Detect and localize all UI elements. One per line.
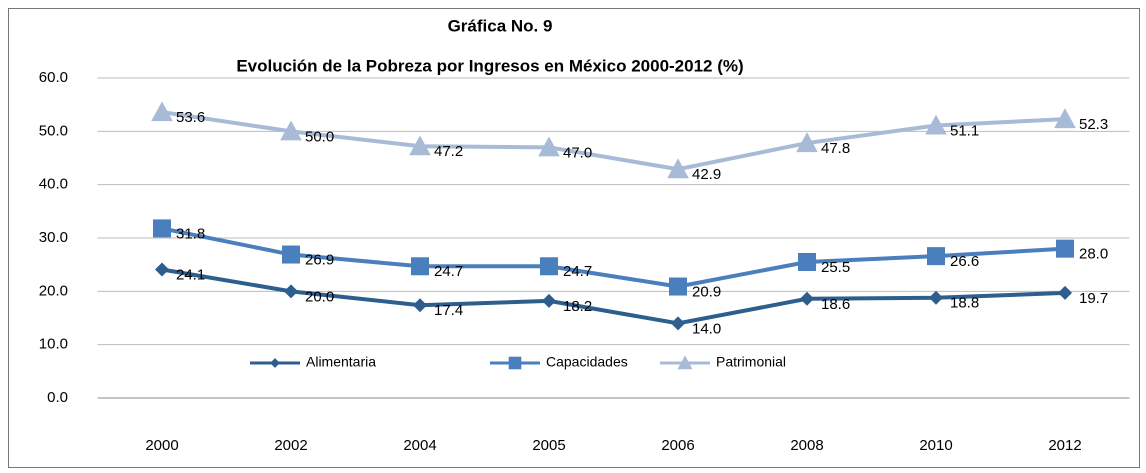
y-tick-label: 50.0 [39, 122, 68, 139]
x-tick-label: 2006 [661, 437, 694, 454]
chart-title: Gráfica No. 9 [448, 16, 553, 35]
data-label: 18.2 [563, 298, 592, 315]
marker [409, 135, 431, 156]
x-tick-label: 2002 [274, 437, 307, 454]
legend-label: Alimentaria [306, 354, 376, 370]
marker [540, 257, 558, 276]
data-label: 50.0 [305, 128, 334, 145]
data-label: 19.7 [1079, 290, 1108, 307]
legend-label: Capacidades [546, 354, 628, 370]
marker [929, 290, 943, 305]
marker [153, 219, 171, 238]
data-label: 17.4 [434, 302, 463, 319]
data-label: 20.0 [305, 288, 334, 305]
data-label: 31.8 [176, 225, 205, 242]
marker [1058, 285, 1072, 300]
marker [282, 245, 300, 264]
marker [270, 358, 280, 368]
data-label: 53.6 [176, 109, 205, 126]
marker [796, 132, 818, 153]
data-label: 26.6 [950, 253, 979, 270]
marker [151, 101, 173, 122]
data-label: 25.5 [821, 259, 850, 276]
series-line [161, 226, 1066, 289]
y-tick-label: 40.0 [39, 176, 68, 193]
marker [508, 356, 522, 370]
y-tick-label: 30.0 [39, 229, 68, 246]
data-label: 28.0 [1079, 246, 1108, 263]
marker [284, 284, 298, 299]
marker [538, 136, 560, 157]
x-tick-label: 2010 [919, 437, 952, 454]
marker [1054, 108, 1076, 129]
y-tick-label: 0.0 [47, 389, 68, 406]
data-label: 18.8 [950, 295, 979, 312]
marker [411, 257, 429, 276]
x-tick-label: 2012 [1048, 437, 1081, 454]
marker [927, 247, 945, 266]
x-tick-label: 2008 [790, 437, 823, 454]
marker [677, 355, 693, 370]
data-label: 18.6 [821, 296, 850, 313]
data-label: 52.3 [1079, 116, 1108, 133]
data-label: 24.1 [176, 266, 205, 283]
marker [669, 277, 687, 296]
data-label: 47.2 [434, 143, 463, 160]
series-line [161, 267, 1066, 326]
data-label: 26.9 [305, 252, 334, 269]
x-tick-label: 2004 [403, 437, 436, 454]
marker [667, 158, 689, 179]
marker [800, 291, 814, 306]
chart-subtitle: Evolución de la Pobreza por Ingresos en … [236, 56, 743, 75]
data-label: 42.9 [692, 166, 721, 183]
marker [413, 298, 427, 313]
data-label: 14.0 [692, 320, 721, 337]
y-tick-label: 20.0 [39, 282, 68, 299]
marker [155, 262, 169, 277]
data-label: 24.7 [563, 263, 592, 280]
marker [280, 120, 302, 141]
data-label: 47.8 [821, 140, 850, 157]
y-tick-label: 10.0 [39, 336, 68, 353]
data-label: 47.0 [563, 144, 592, 161]
marker [1056, 239, 1074, 258]
marker [671, 316, 685, 331]
x-tick-label: 2000 [145, 437, 178, 454]
y-tick-label: 60.0 [39, 69, 68, 86]
legend-label: Patrimonial [716, 354, 786, 370]
marker [542, 293, 556, 308]
data-label: 24.7 [434, 263, 463, 280]
marker [798, 253, 816, 271]
marker [925, 114, 947, 135]
data-label: 20.9 [692, 284, 721, 301]
data-label: 51.1 [950, 122, 979, 139]
series-line [161, 110, 1066, 172]
x-tick-label: 2005 [532, 437, 565, 454]
